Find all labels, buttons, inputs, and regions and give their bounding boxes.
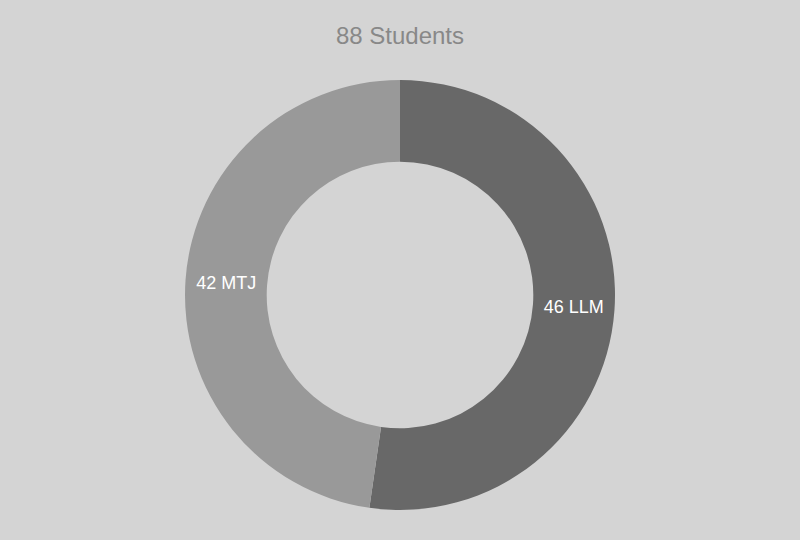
svg-text:46 LLM: 46 LLM	[544, 297, 604, 317]
svg-text:42 MTJ: 42 MTJ	[196, 273, 256, 293]
svg-text:88 Students: 88 Students	[336, 22, 464, 49]
